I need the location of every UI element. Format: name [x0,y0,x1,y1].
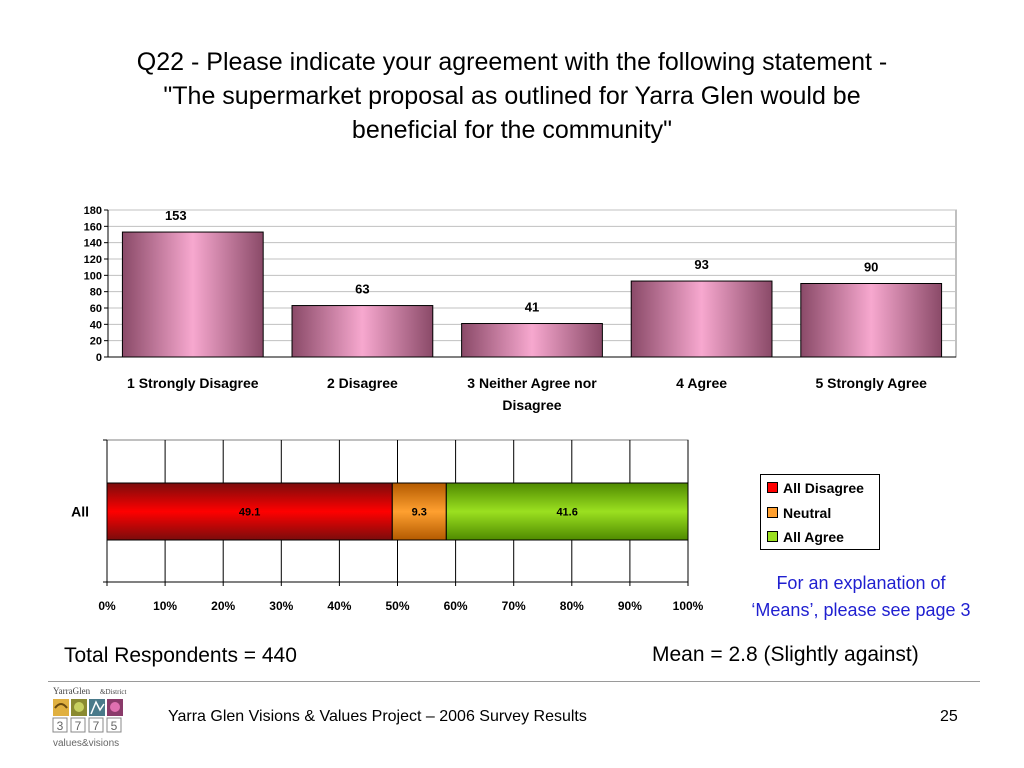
x-tick-label: 0% [98,599,116,613]
title-line-1: Q22 - Please indicate your agreement wit… [136,48,888,76]
y-tick-label: 180 [84,205,102,217]
x-tick-label: 3 Neither Agree nor [467,375,597,391]
x-tick-label: 10% [153,599,177,613]
note-line-2: ‘Means’, please see page 3 [751,600,971,620]
y-tick-label: 140 [84,238,102,250]
bar [630,280,773,358]
bar [461,323,603,358]
x-tick-label: 100% [673,599,704,613]
logo-digit: 7 [93,719,100,733]
x-tick-label: 60% [444,599,468,613]
category-label: All [71,504,89,520]
x-tick-label: 80% [560,599,584,613]
x-tick-label: 50% [385,599,409,613]
title-line-2: "The supermarket proposal as outlined fo… [163,82,861,110]
legend-item-neutral: Neutral [767,505,831,521]
data-label: 41 [525,300,539,315]
legend-item-all-disagree: All Disagree [767,480,864,496]
x-tick-label: 40% [327,599,351,613]
x-tick-label: 70% [502,599,526,613]
bar [121,231,264,358]
legend-swatch [767,531,778,542]
data-label: 90 [864,260,878,275]
title-line-3: beneficial for the community" [351,116,673,144]
data-label: 63 [355,282,369,297]
y-tick-label: 40 [90,319,102,331]
yarra-glen-logo: YarraGlen &District 3 7 7 5 values&visio… [50,686,142,752]
x-tick-label: 5 Strongly Agree [815,375,927,391]
x-tick-label: 2 Disagree [327,375,398,391]
stacked-bar-chart: 0% 10% 20% 30% 40% 50% 60% 70% 80% 90% 100% All 49.1… [71,439,704,613]
y-tick-label: 80 [90,287,102,299]
bar [291,305,434,358]
slide-title: Q22 - Please indicate your agreement wit… [60,45,964,147]
logo-digit: 5 [111,719,118,733]
x-tick-label: 90% [618,599,642,613]
means-explanation-note: For an explanation of ‘Means’, please se… [720,570,1002,624]
legend-swatch [767,507,778,518]
data-label: 9.3 [412,507,427,519]
legend-label: Neutral [783,505,832,521]
y-tick-label: 120 [84,254,102,266]
x-tick-label: 20% [211,599,235,613]
bar [800,283,943,358]
total-respondents: Total Respondents = 440 [64,644,297,667]
note-line-1: For an explanation of [776,573,946,593]
data-label: 153 [165,208,187,223]
mean-score: Mean = 2.8 (Slightly against) [652,643,919,666]
page-number: 25 [940,708,958,725]
y-tick-label: 60 [90,303,102,315]
y-tick-label: 20 [90,336,102,348]
logo-digit: 7 [75,719,82,733]
footer-text: Yarra Glen Visions & Values Project – 20… [168,708,587,725]
y-tick-label: 100 [84,270,102,282]
legend-item-all-agree: All Agree [767,529,844,545]
x-tick-label: 1 Strongly Disagree [127,375,259,391]
legend-label: All Agree [783,529,844,545]
stack-segment [106,482,393,541]
legend-swatch [767,482,778,493]
legend-label: All Disagree [783,480,864,496]
x-tick-label: Disagree [502,397,561,413]
data-label: 93 [694,257,708,272]
x-tick-label: 4 Agree [676,375,727,391]
logo-digit: 3 [57,719,64,733]
logo-suffix: &District [100,688,126,696]
vertical-bar-chart: 0 20 40 60 80 100 120 140 160 180 153 1 Strongly Di… [84,205,957,413]
logo-tagline: values&visions [53,738,119,749]
data-label: 49.1 [239,507,260,519]
logo-name: YarraGlen [53,686,91,696]
legend: All Disagree Neutral All Agree [760,474,880,550]
data-label: 41.6 [556,507,577,519]
y-tick-label: 0 [96,352,102,364]
footer-divider [48,681,980,682]
x-tick-label: 30% [269,599,293,613]
y-tick-label: 160 [84,221,102,233]
stack-segment [445,482,689,541]
